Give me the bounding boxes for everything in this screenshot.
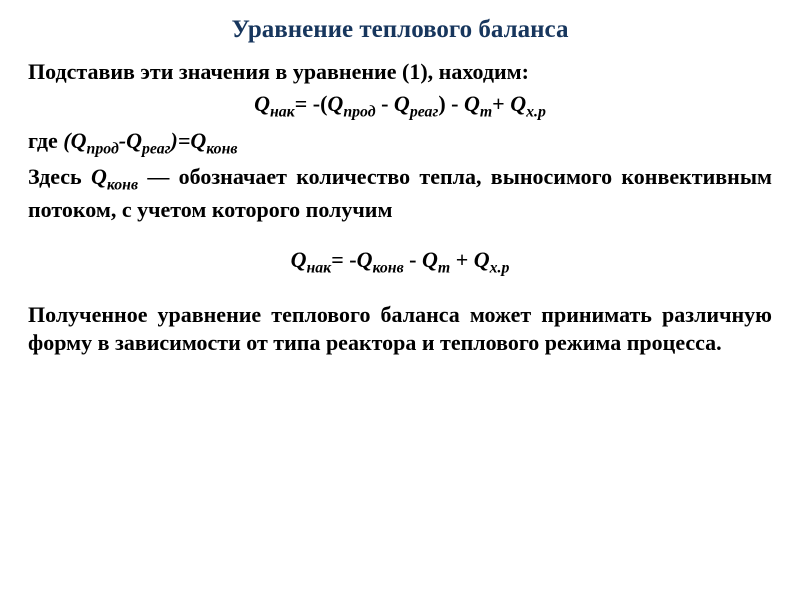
sub-konv: конв xyxy=(206,140,237,157)
slide-title: Уравнение теплового баланса xyxy=(28,16,772,44)
sub-t-2: т xyxy=(438,260,450,277)
sub-konv-3: конв xyxy=(372,260,403,277)
sub-nak: нак xyxy=(270,104,295,121)
equation-2: Qнак= -Qконв - Qт + Qх.р xyxy=(28,246,772,279)
where-line: где (Qпрод-Qреаг)=Qконв xyxy=(28,127,772,160)
sub-prod-2: прод xyxy=(87,140,119,157)
explain-prefix: Здесь xyxy=(28,164,91,189)
sub-nak-2: нак xyxy=(306,260,331,277)
spacer-2 xyxy=(28,283,772,301)
sub-konv-2: конв xyxy=(107,177,138,194)
sub-prod: прод xyxy=(343,104,375,121)
slide: Уравнение теплового баланса Подставив эт… xyxy=(0,0,800,600)
sub-t: т xyxy=(480,104,492,121)
intro-line: Подставив эти значения в уравнение (1), … xyxy=(28,58,772,86)
explain-line: Здесь Qконв — обозначает количество тепл… xyxy=(28,163,772,224)
slide-body: Подставив эти значения в уравнение (1), … xyxy=(28,58,772,357)
equation-1: Qнак= -(Qпрод - Qреаг) - Qт+ Qх.р xyxy=(28,90,772,123)
sub-xp-2: х.р xyxy=(490,260,510,277)
sub-reag-2: реаг xyxy=(142,140,171,157)
sub-reag: реаг xyxy=(410,104,439,121)
conclusion-line: Полученное уравнение теплового баланса м… xyxy=(28,301,772,357)
spacer-1 xyxy=(28,228,772,246)
where-prefix: где xyxy=(28,128,63,153)
sub-xp: х.р xyxy=(526,104,546,121)
explain-rest: — обозначает количество тепла, выносимог… xyxy=(28,164,772,222)
